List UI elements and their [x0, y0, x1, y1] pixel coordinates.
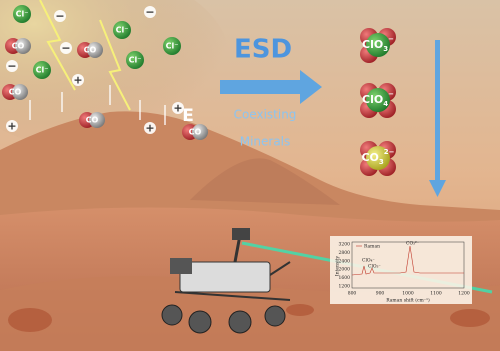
y-tick-label: 3200: [339, 242, 351, 248]
y-axis-label: Intensity: [335, 255, 341, 276]
chloride-ion: [13, 5, 31, 23]
atom: [15, 38, 31, 54]
superscript: 2−: [384, 148, 395, 156]
charge-label: +: [145, 122, 154, 135]
spectrum: [351, 245, 464, 276]
y-tick-label: 2800: [339, 250, 351, 256]
field-arrows: [29, 85, 166, 125]
ion-label: Cl⁻: [116, 26, 129, 35]
charge-label: +: [7, 120, 16, 133]
charge-label: +: [173, 102, 182, 115]
charge-label: +: [73, 74, 82, 87]
process-sublabel: Minerals: [240, 135, 291, 149]
x-tick-label: 1000: [402, 291, 414, 297]
superscript: −: [388, 35, 394, 43]
legend-entry: Raman: [364, 244, 380, 250]
charge: [60, 42, 72, 54]
ion-label: CO: [84, 46, 97, 55]
ion-label: Cl⁻: [129, 56, 142, 65]
peak-label: ClO₃⁻: [368, 264, 381, 270]
y-tick-label: 1200: [339, 284, 351, 290]
field-label: E: [182, 106, 194, 126]
atom: [366, 146, 390, 170]
subscript: 3: [379, 158, 384, 166]
ion-label: CO: [9, 88, 22, 97]
rock: [450, 309, 490, 327]
peak-label: CO₃²⁻: [406, 241, 420, 247]
atom: [366, 88, 390, 112]
rover: [161, 228, 291, 334]
chloride-ion: [126, 51, 144, 69]
atom: [12, 84, 28, 100]
charge: [54, 10, 66, 22]
atom: [89, 112, 105, 128]
x-axis-label: Raman shift (cm⁻¹): [386, 297, 430, 304]
charge: [144, 6, 156, 18]
product-label: CO32−: [361, 148, 394, 166]
lightning: [39, 0, 131, 111]
esd-arrow: [220, 70, 322, 104]
rock: [286, 304, 314, 316]
charge: [144, 122, 156, 134]
charge-label: −: [7, 60, 16, 73]
process-label: ESD: [234, 35, 292, 65]
down-arrow: [429, 40, 446, 197]
formula: ClO: [362, 93, 383, 106]
y-tick-label: 2000: [339, 267, 351, 273]
chloride-ion: [113, 21, 131, 39]
y-tick-label: 2400: [339, 258, 351, 264]
charge: [6, 120, 18, 132]
x-tick-label: 1100: [430, 291, 442, 297]
ion-label: CO: [12, 42, 25, 51]
x-tick-label: 1200: [458, 291, 470, 297]
superscript: −: [388, 90, 394, 98]
chloride-ion: [33, 61, 51, 79]
ion-label: Cl⁻: [36, 66, 49, 75]
peak-label: ClO₄⁻: [362, 258, 375, 264]
process-sublabel: Coexisting: [234, 108, 297, 122]
charge-label: −: [55, 10, 64, 23]
subscript: 4: [383, 100, 388, 108]
ion-label: Cl⁻: [166, 42, 179, 51]
charge: [72, 74, 84, 86]
charge: [6, 60, 18, 72]
formula: CO: [361, 151, 378, 164]
raman-inset: Raman ClO₄⁻ ClO₃⁻ CO₃²⁻ Intensity Raman …: [330, 236, 472, 304]
charge-label: −: [145, 6, 154, 19]
atom: [192, 124, 208, 140]
subscript: 3: [383, 45, 388, 53]
product-label: ClO4−: [362, 90, 394, 108]
product-label: ClO3−: [362, 35, 394, 53]
atom: [366, 33, 390, 57]
charge-label: −: [61, 42, 70, 55]
chloride-ion: [163, 37, 181, 55]
charge: [172, 102, 184, 114]
atom: [87, 42, 103, 58]
y-tick-label: 1600: [339, 275, 351, 281]
x-tick-label: 800: [348, 291, 357, 297]
ion-label: CO: [189, 128, 202, 137]
rock: [8, 308, 52, 332]
ion-label: CO: [86, 116, 99, 125]
formula: ClO: [362, 38, 383, 51]
ion-label: Cl⁻: [16, 10, 29, 19]
far-hill: [190, 158, 340, 205]
x-tick-label: 900: [376, 291, 385, 297]
